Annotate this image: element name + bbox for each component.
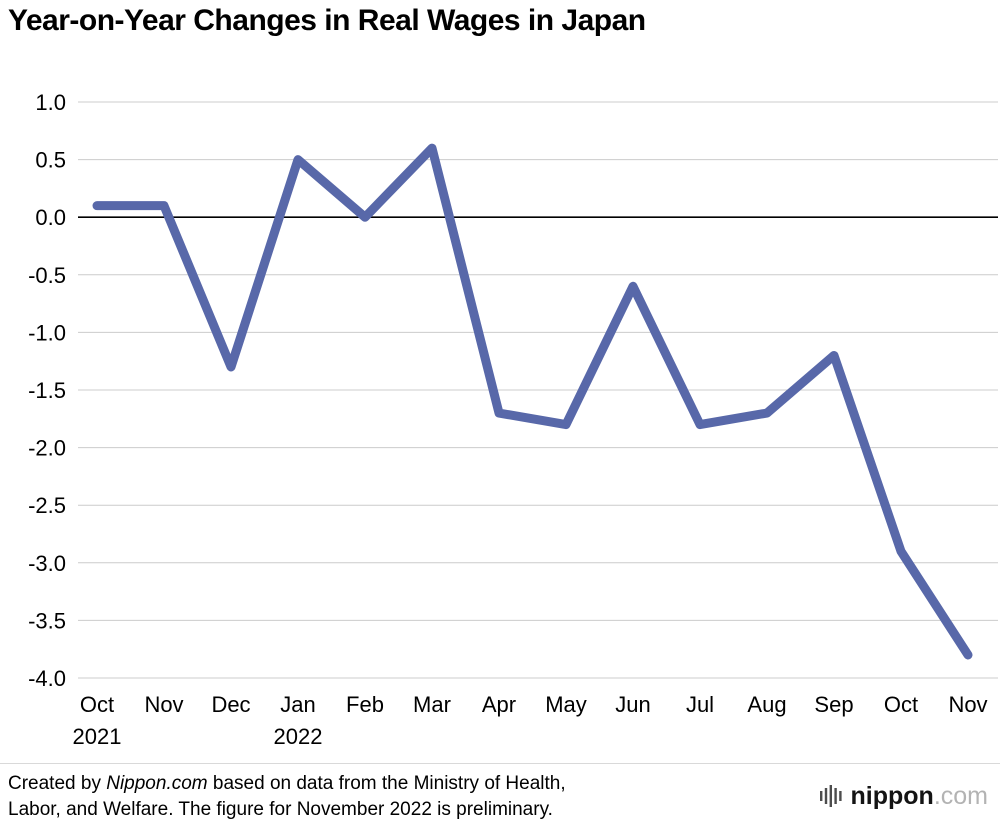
x-tick-label: Oct xyxy=(80,692,114,717)
x-tick-label: Sep xyxy=(814,692,853,717)
x-tick-label: Aug xyxy=(747,692,786,717)
y-tick-label: 1.0 xyxy=(35,90,66,115)
x-tick-year-label: 2022 xyxy=(274,724,323,749)
x-tick-label: May xyxy=(545,692,587,717)
logo-tld: .com xyxy=(933,781,988,810)
nippon-logo: nippon.com xyxy=(819,781,989,810)
x-tick-label: Nov xyxy=(948,692,987,717)
x-tick-label: Oct xyxy=(884,692,918,717)
line-chart: 1.0 0.5 0.0 -0.5 -1.0 -1.5 -2.0 -2.5 -3.0 -3.5 -4.… xyxy=(28,90,998,749)
x-tick-label: Jan xyxy=(280,692,315,717)
x-tick-label: Nov xyxy=(144,692,183,717)
nippon-bars-icon xyxy=(819,785,842,807)
credit-line1-pre: Created by xyxy=(8,773,107,794)
x-tick-label: Feb xyxy=(346,692,384,717)
credit-line-2: Labor, and Welfare. The figure for Novem… xyxy=(8,799,553,820)
brand-name: Nippon.com xyxy=(106,773,208,794)
credit-line1-post: based on data from the Ministry of Healt… xyxy=(207,773,566,794)
y-tick-label: -4.0 xyxy=(28,666,66,691)
x-tick-label: Mar xyxy=(413,692,451,717)
x-tick-label: Jul xyxy=(686,692,714,717)
y-tick-label: -1.0 xyxy=(28,320,66,345)
x-tick-label: Dec xyxy=(211,692,250,717)
credit-text: Created by Nippon.com based on data from… xyxy=(8,771,566,823)
y-tick-label: 0.0 xyxy=(35,205,66,230)
y-tick-label: -3.0 xyxy=(28,551,66,576)
data-line-real-wages xyxy=(92,143,973,660)
logo-name: nippon xyxy=(850,781,934,810)
footer: Created by Nippon.com based on data from… xyxy=(0,763,1000,832)
x-tick-year-label: 2021 xyxy=(73,724,122,749)
chart-title: Year-on-Year Changes in Real Wages in Ja… xyxy=(8,4,646,37)
y-tick-label: -2.0 xyxy=(28,436,66,461)
y-tick-label: -3.5 xyxy=(28,608,66,633)
y-tick-label: 0.5 xyxy=(35,148,66,173)
credit-line-1: Created by Nippon.com based on data from… xyxy=(8,771,566,797)
y-tick-label: -2.5 xyxy=(28,493,66,518)
x-tick-label: Apr xyxy=(482,692,516,717)
logo-text: nippon.com xyxy=(850,781,989,810)
y-tick-label: -1.5 xyxy=(28,378,66,403)
x-tick-label: Jun xyxy=(615,692,650,717)
y-tick-label: -0.5 xyxy=(28,263,66,288)
